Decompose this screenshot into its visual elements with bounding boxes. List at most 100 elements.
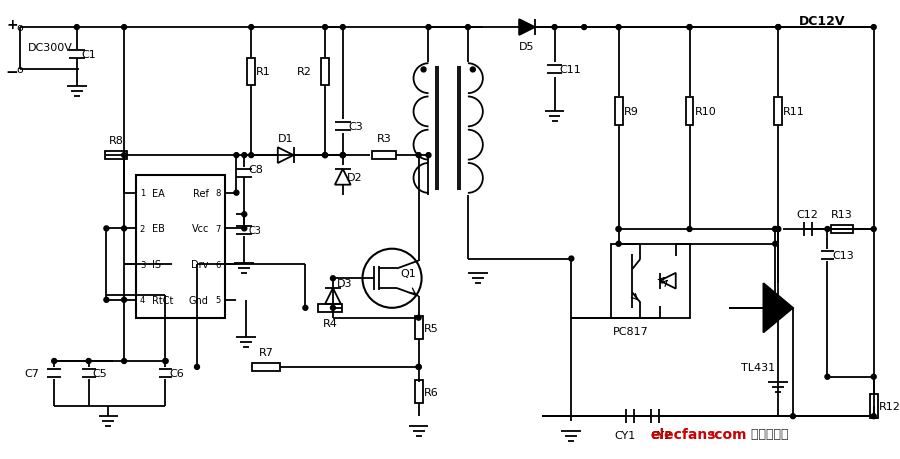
Text: C5: C5: [93, 368, 107, 378]
Circle shape: [416, 364, 421, 369]
Circle shape: [51, 359, 57, 364]
Circle shape: [471, 68, 475, 73]
Circle shape: [825, 375, 830, 380]
Bar: [252, 363, 280, 371]
Text: 4: 4: [140, 296, 145, 305]
Bar: [869, 395, 878, 418]
Text: 6: 6: [215, 260, 220, 269]
Circle shape: [616, 242, 621, 246]
Circle shape: [242, 213, 247, 217]
Text: R1: R1: [256, 67, 271, 77]
Text: CY1: CY1: [614, 430, 635, 440]
Text: 3: 3: [140, 260, 145, 269]
Circle shape: [871, 375, 877, 380]
Text: C13: C13: [832, 250, 854, 260]
Bar: [319, 304, 342, 312]
Text: 7: 7: [215, 224, 220, 233]
Circle shape: [773, 227, 778, 232]
Circle shape: [303, 306, 308, 311]
Circle shape: [122, 153, 127, 158]
Bar: [321, 58, 329, 86]
Text: C11: C11: [560, 65, 581, 75]
Bar: [136, 175, 225, 318]
Circle shape: [122, 298, 127, 302]
Circle shape: [416, 364, 421, 369]
Text: R3: R3: [377, 134, 392, 144]
Text: Drv: Drv: [192, 259, 209, 269]
Text: 电子发烧友: 电子发烧友: [747, 427, 788, 441]
Circle shape: [340, 153, 346, 158]
Text: 1: 1: [140, 189, 145, 198]
Circle shape: [163, 359, 168, 364]
Bar: [686, 98, 694, 125]
Text: CY2: CY2: [651, 430, 671, 440]
Text: R2: R2: [296, 67, 311, 77]
Circle shape: [569, 257, 574, 262]
Circle shape: [340, 153, 346, 158]
Circle shape: [248, 153, 254, 158]
Circle shape: [776, 227, 780, 232]
Text: C12: C12: [796, 210, 819, 220]
Text: R8: R8: [109, 136, 123, 146]
Text: o: o: [16, 23, 23, 33]
Text: EA: EA: [152, 188, 165, 198]
Text: Ref: Ref: [193, 188, 209, 198]
Text: C3: C3: [348, 121, 364, 131]
Circle shape: [687, 26, 692, 30]
Text: R10: R10: [695, 106, 716, 117]
Bar: [105, 152, 127, 160]
Text: C1: C1: [82, 50, 96, 60]
Bar: [415, 316, 423, 340]
Circle shape: [234, 191, 238, 196]
Circle shape: [616, 227, 621, 232]
Text: R9: R9: [624, 106, 638, 117]
Bar: [832, 225, 853, 234]
Circle shape: [581, 26, 587, 30]
Circle shape: [776, 227, 780, 232]
Circle shape: [871, 414, 877, 419]
Circle shape: [340, 153, 346, 158]
Text: C6: C6: [169, 368, 184, 378]
Circle shape: [687, 227, 692, 232]
Circle shape: [616, 227, 621, 232]
Circle shape: [122, 226, 127, 231]
Circle shape: [104, 226, 109, 231]
Text: C7: C7: [24, 368, 40, 378]
Text: C8: C8: [248, 165, 263, 174]
Polygon shape: [763, 284, 793, 333]
Text: R11: R11: [783, 106, 805, 117]
Circle shape: [340, 26, 346, 30]
Circle shape: [194, 364, 200, 369]
Circle shape: [330, 276, 336, 281]
Text: 5: 5: [215, 296, 220, 305]
Bar: [415, 380, 423, 403]
Text: R12: R12: [878, 402, 900, 411]
Circle shape: [773, 227, 778, 232]
Circle shape: [322, 153, 328, 158]
Circle shape: [687, 26, 692, 30]
Text: +: +: [6, 18, 18, 32]
Text: Vcc: Vcc: [192, 224, 209, 234]
Circle shape: [416, 315, 421, 320]
Bar: [373, 152, 396, 160]
Text: Gnd: Gnd: [189, 295, 209, 305]
Circle shape: [871, 26, 877, 30]
Polygon shape: [519, 20, 535, 36]
Circle shape: [322, 26, 328, 30]
Text: R5: R5: [424, 323, 438, 333]
Circle shape: [122, 359, 127, 364]
Circle shape: [163, 359, 168, 364]
Circle shape: [871, 227, 877, 232]
Circle shape: [416, 153, 421, 158]
Circle shape: [242, 153, 247, 158]
Text: 2: 2: [140, 224, 145, 233]
Text: R7: R7: [258, 347, 274, 357]
Text: o: o: [16, 65, 23, 75]
Circle shape: [242, 226, 247, 231]
Circle shape: [248, 26, 254, 30]
Circle shape: [75, 26, 79, 30]
Text: −: −: [5, 65, 18, 80]
Text: ·com: ·com: [709, 427, 747, 441]
Circle shape: [773, 242, 778, 246]
Circle shape: [86, 359, 91, 364]
